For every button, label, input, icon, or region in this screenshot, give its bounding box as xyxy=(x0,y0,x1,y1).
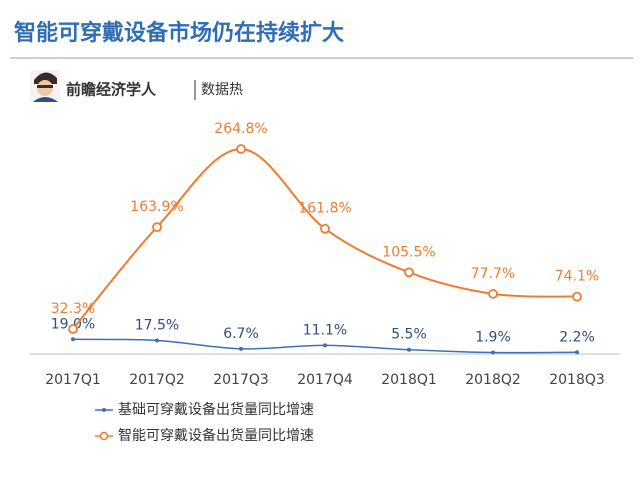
data-label: 32.3% xyxy=(51,301,95,317)
source-tag: 数据热 xyxy=(201,82,243,98)
legend-marker xyxy=(102,408,106,412)
x-tick-label: 2017Q1 xyxy=(45,372,101,388)
legend-marker xyxy=(99,431,109,441)
point xyxy=(71,337,75,342)
point xyxy=(404,267,414,278)
point xyxy=(152,222,162,233)
data-label: 74.1% xyxy=(555,269,599,285)
legend-label: 基础可穿戴设备出货量同比增速 xyxy=(118,401,314,418)
data-label: 17.5% xyxy=(135,317,179,333)
data-label: 163.9% xyxy=(130,199,183,215)
data-label: 2.2% xyxy=(559,329,595,345)
x-tick-label: 2017Q4 xyxy=(297,372,353,388)
x-tick-label: 2018Q2 xyxy=(465,372,521,388)
data-label: 264.8% xyxy=(214,121,267,137)
x-tick-label: 2018Q1 xyxy=(381,372,437,388)
point xyxy=(491,350,495,355)
series-line xyxy=(72,147,578,330)
point xyxy=(239,346,243,351)
point xyxy=(323,343,327,348)
point xyxy=(572,291,582,302)
data-label: 105.5% xyxy=(382,244,435,260)
point xyxy=(155,338,159,343)
data-label: 5.5% xyxy=(391,327,427,343)
point xyxy=(236,144,246,154)
x-tick-label: 2017Q2 xyxy=(129,372,185,388)
chart-title: 智能可穿戴设备市场仍在持续扩大 xyxy=(14,20,344,46)
point xyxy=(575,350,579,355)
point xyxy=(488,288,498,299)
source-name: 前瞻经济学人 xyxy=(66,81,157,99)
avatar xyxy=(30,70,60,102)
data-label: 6.7% xyxy=(223,326,259,342)
point xyxy=(407,347,411,352)
data-label: 1.9% xyxy=(475,330,511,346)
x-tick-label: 2018Q3 xyxy=(549,372,605,388)
legend-label: 智能可穿戴设备出货量同比增速 xyxy=(118,427,314,444)
point xyxy=(320,223,330,234)
data-label: 77.7% xyxy=(471,266,515,282)
point xyxy=(68,324,78,334)
data-label: 11.1% xyxy=(303,322,347,338)
x-tick-label: 2017Q3 xyxy=(213,372,269,388)
data-label: 161.8% xyxy=(298,201,351,217)
